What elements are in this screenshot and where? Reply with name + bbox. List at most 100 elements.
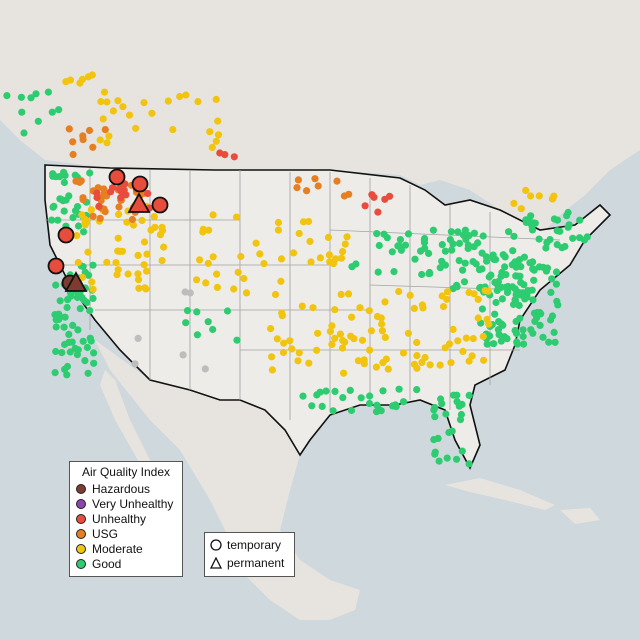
station-marker	[150, 213, 158, 221]
station-marker	[478, 305, 486, 313]
station-marker	[514, 272, 522, 280]
station-marker	[395, 242, 403, 250]
aqi-legend: Air Quality Index Hazardous Very Unhealt…	[69, 461, 183, 577]
station-marker	[499, 251, 507, 259]
station-marker	[252, 239, 260, 247]
station-marker	[158, 257, 166, 265]
station-marker	[55, 106, 63, 114]
station-marker	[406, 291, 414, 299]
station-marker	[143, 250, 151, 258]
station-marker	[156, 231, 164, 239]
station-marker	[186, 289, 194, 297]
station-marker	[96, 136, 104, 144]
permanent-monitor-marker	[127, 192, 151, 213]
station-marker	[413, 338, 421, 347]
station-marker	[86, 169, 94, 177]
station-marker	[563, 212, 571, 220]
station-marker	[62, 196, 70, 204]
station-marker	[389, 402, 397, 410]
station-marker	[134, 270, 142, 278]
station-marker	[526, 259, 534, 267]
station-marker	[193, 331, 201, 339]
station-marker	[69, 138, 77, 146]
station-marker	[18, 108, 26, 116]
station-marker	[396, 236, 404, 244]
station-marker	[135, 284, 143, 292]
station-marker	[144, 189, 152, 198]
station-marker	[277, 277, 285, 285]
station-marker	[551, 338, 559, 346]
station-marker	[183, 307, 192, 315]
station-marker	[51, 369, 59, 377]
station-marker	[576, 234, 584, 242]
station-marker	[395, 287, 403, 296]
station-marker	[115, 210, 123, 218]
station-marker	[88, 278, 96, 286]
station-marker	[455, 402, 463, 410]
station-marker	[456, 416, 465, 424]
station-marker	[134, 251, 142, 259]
station-marker	[73, 351, 81, 359]
station-marker	[443, 454, 451, 462]
station-marker	[552, 268, 561, 276]
station-marker	[143, 267, 151, 275]
station-marker	[404, 230, 413, 238]
station-marker	[455, 239, 464, 247]
station-marker	[48, 216, 56, 224]
station-marker	[100, 88, 109, 96]
station-marker	[63, 303, 71, 312]
station-marker	[123, 218, 131, 226]
station-marker	[274, 218, 282, 227]
station-marker	[536, 321, 544, 329]
station-marker	[547, 316, 555, 324]
station-marker	[158, 223, 166, 231]
station-marker	[193, 308, 201, 316]
station-marker	[453, 455, 461, 463]
station-marker	[367, 327, 375, 335]
station-marker	[303, 187, 311, 195]
station-marker	[55, 315, 63, 323]
station-marker	[89, 285, 97, 293]
station-marker	[93, 193, 101, 202]
station-marker	[549, 195, 557, 203]
station-marker	[479, 232, 487, 240]
station-marker	[460, 278, 469, 286]
station-marker	[114, 266, 122, 274]
station-marker	[450, 391, 458, 399]
station-marker	[268, 366, 276, 374]
station-marker	[425, 268, 434, 277]
station-marker	[366, 346, 374, 354]
station-marker	[378, 320, 386, 328]
station-marker	[95, 202, 103, 210]
station-marker	[256, 250, 264, 258]
station-marker	[547, 288, 555, 296]
station-marker	[441, 344, 449, 352]
station-marker	[240, 274, 248, 283]
station-marker	[341, 240, 349, 248]
station-marker	[339, 394, 347, 402]
station-marker	[3, 92, 11, 100]
shape-legend-temporary: temporary	[210, 537, 281, 553]
station-marker	[533, 308, 542, 317]
station-marker	[309, 304, 317, 312]
station-marker	[79, 337, 87, 345]
station-marker	[442, 410, 450, 418]
station-marker	[73, 232, 81, 240]
station-marker	[305, 217, 313, 226]
station-marker	[89, 143, 97, 151]
station-marker	[528, 226, 537, 234]
station-marker	[221, 151, 229, 159]
station-marker	[208, 143, 216, 151]
station-marker	[86, 307, 94, 315]
station-marker	[109, 107, 117, 115]
station-marker	[522, 186, 530, 194]
station-marker	[125, 111, 134, 119]
station-marker	[340, 369, 348, 377]
station-marker	[134, 276, 143, 284]
station-marker	[461, 226, 469, 234]
station-marker	[89, 212, 97, 220]
station-marker	[515, 301, 523, 310]
legend-label: Good	[92, 557, 122, 571]
station-marker	[465, 232, 473, 240]
station-marker	[306, 237, 314, 245]
